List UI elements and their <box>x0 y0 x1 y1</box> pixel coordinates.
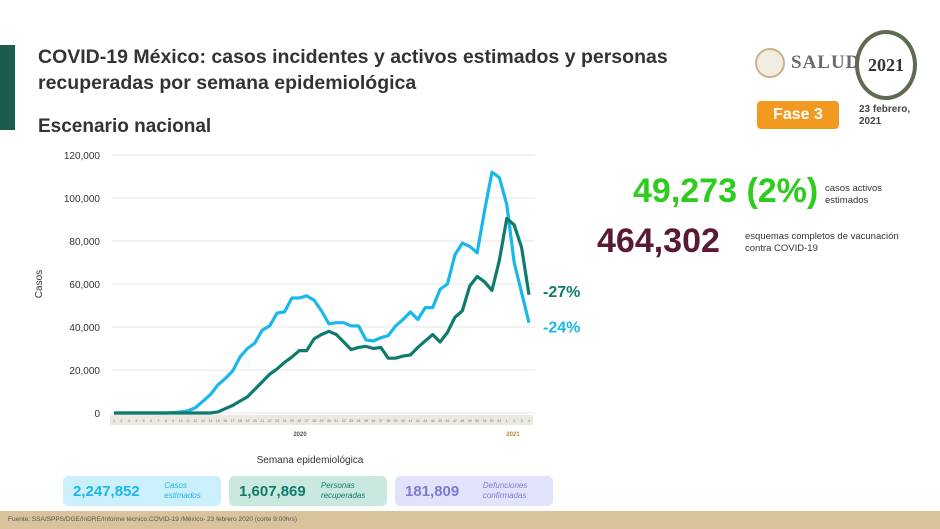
x-tick-label: 39 <box>394 419 398 423</box>
y-tick-label: 60,000 <box>69 280 100 291</box>
y-axis-title: Casos <box>34 270 45 298</box>
x-tick-label: 31 <box>334 419 338 423</box>
x-tick-label: 4 <box>528 419 530 423</box>
card-recovered: 1,607,869 Personas recuperadas <box>229 476 387 506</box>
x-tick-label: 34 <box>357 419 361 423</box>
vaccination-value: 464,302 <box>597 222 720 260</box>
x-tick-label: 44 <box>431 419 435 423</box>
series-end-label: -27% <box>543 284 580 301</box>
x-tick-label: 12 <box>194 419 198 423</box>
x-tick-label: 10 <box>179 419 183 423</box>
x-tick-label: 9 <box>172 419 174 423</box>
x-tick-label: 49 <box>468 419 472 423</box>
x-tick-label: 25 <box>290 419 294 423</box>
x-tick-label: 24 <box>282 419 286 423</box>
year-label: 2020 <box>293 432 307 438</box>
x-tick-label: 47 <box>453 419 457 423</box>
report-date: 23 febrero, 2021 <box>859 104 911 127</box>
salud-logo-text: SALUD <box>791 52 861 73</box>
x-tick-label: 50 <box>475 419 479 423</box>
seal-icon <box>755 48 785 78</box>
x-tick-label: 53 <box>497 419 501 423</box>
x-tick-label: 30 <box>327 419 331 423</box>
card-value: 181,809 <box>405 482 460 500</box>
x-tick-label: 42 <box>416 419 420 423</box>
x-tick-label: 11 <box>186 419 190 423</box>
x-tick-label: 21 <box>260 419 264 423</box>
card-value: 1,607,869 <box>239 482 306 500</box>
card-label: Personas recuperadas <box>320 481 366 500</box>
x-tick-label: 13 <box>201 419 205 423</box>
x-tick-label: 23 <box>275 419 279 423</box>
x-tick-label: 14 <box>208 419 212 423</box>
x-tick-label: 19 <box>245 419 249 423</box>
x-tick-label: 37 <box>379 419 383 423</box>
x-tick-label: 45 <box>438 419 442 423</box>
x-tick-label: 1 <box>506 419 508 423</box>
x-tick-label: 5 <box>143 419 145 423</box>
vaccination-label: esquemas completos de vacunación contra … <box>745 231 899 254</box>
x-tick-label: 6 <box>150 419 152 423</box>
active-cases-label: casos activos estimados <box>825 183 883 206</box>
x-tick-label: 35 <box>364 419 368 423</box>
x-tick-label: 2 <box>513 419 515 423</box>
x-tick-label: 46 <box>446 419 450 423</box>
x-tick-label: 26 <box>297 419 301 423</box>
x-tick-label: 36 <box>371 419 375 423</box>
y-tick-label: 40,000 <box>69 323 100 334</box>
x-tick-label: 32 <box>342 419 346 423</box>
card-label: Casos estimados <box>164 481 201 500</box>
page-subtitle: Escenario nacional <box>38 116 212 137</box>
x-tick-label: 29 <box>320 419 324 423</box>
x-tick-label: 27 <box>305 419 309 423</box>
salud-logo: SALUD <box>755 48 860 78</box>
card-value: 2,247,852 <box>73 482 140 500</box>
x-tick-label: 38 <box>386 419 390 423</box>
x-tick-label: 8 <box>165 419 167 423</box>
x-tick-label: 2 <box>120 419 122 423</box>
x-tick-label: 17 <box>231 419 235 423</box>
accent-bar <box>0 45 15 130</box>
card-estimated-cases: 2,247,852 Casos estimados <box>63 476 221 506</box>
x-tick-label: 15 <box>216 419 220 423</box>
x-tick-label: 20 <box>253 419 257 423</box>
y-tick-label: 0 <box>94 409 100 420</box>
x-tick-label: 43 <box>423 419 427 423</box>
y-tick-label: 120,000 <box>64 151 101 162</box>
x-tick-label: 28 <box>312 419 316 423</box>
phase-badge: Fase 3 <box>757 101 839 129</box>
x-tick-label: 48 <box>460 419 464 423</box>
x-tick-label: 3 <box>128 419 130 423</box>
year-label: 2021 <box>506 432 520 438</box>
x-tick-label: 41 <box>408 419 412 423</box>
x-axis-band <box>110 415 533 425</box>
series-line-1 <box>114 216 531 415</box>
series-end-label: -24% <box>543 320 580 337</box>
footer-source: Fuente: SSA/SPPS/DGE/InDRE/Informe técni… <box>0 511 940 529</box>
logo-2021: 2021 <box>855 30 917 100</box>
x-tick-label: 22 <box>268 419 272 423</box>
x-tick-label: 18 <box>238 419 242 423</box>
x-tick-label: 3 <box>521 419 523 423</box>
card-deaths: 181,809 Defunciones confirmadas <box>395 476 553 506</box>
x-tick-label: 7 <box>157 419 159 423</box>
x-tick-label: 52 <box>490 419 494 423</box>
x-tick-label: 33 <box>349 419 353 423</box>
x-tick-label: 4 <box>135 419 137 423</box>
x-axis-title: Semana epidemiológica <box>257 455 364 466</box>
active-cases-value: 49,273 (2%) <box>633 172 819 210</box>
y-tick-label: 80,000 <box>69 237 100 248</box>
y-tick-label: 20,000 <box>69 366 100 377</box>
x-tick-label: 40 <box>401 419 405 423</box>
card-label: Defunciones confirmadas <box>482 481 528 500</box>
x-tick-label: 51 <box>483 419 487 423</box>
x-tick-label: 16 <box>223 419 227 423</box>
y-tick-label: 100,000 <box>64 194 101 205</box>
x-tick-label: 1 <box>113 419 115 423</box>
page-title: COVID-19 México: casos incidentes y acti… <box>38 46 668 94</box>
